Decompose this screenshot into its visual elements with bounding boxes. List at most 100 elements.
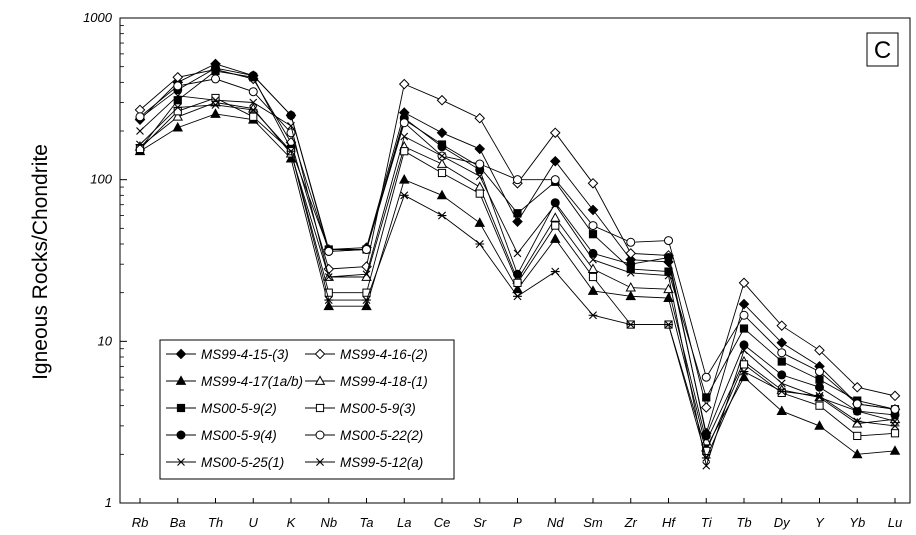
- data-point: [211, 100, 220, 109]
- panel-letter-box: [866, 32, 899, 67]
- data-point: [889, 390, 901, 402]
- x-tick-label: Yb: [849, 515, 865, 530]
- data-point: [777, 388, 786, 397]
- data-point: [249, 98, 258, 107]
- data-point: [587, 204, 599, 216]
- data-point: [549, 127, 561, 139]
- y-axis: 1 10 100 1000: [83, 10, 127, 510]
- data-point: [210, 108, 221, 118]
- legend-item: MS00-5-9(3): [305, 401, 416, 416]
- x-tick-label: Tb: [736, 515, 751, 530]
- x-tick-label: Y: [815, 515, 825, 530]
- x-tick-label: P: [513, 515, 522, 530]
- data-point: [815, 401, 824, 410]
- data-point: [135, 144, 145, 153]
- y-axis-title-group: Igneous Rocks/Chondrite: [29, 144, 52, 380]
- legend: MS99-4-15-(3) MS99-4-16-(2) MS99-4-17(1a/b…: [159, 339, 455, 480]
- data-point: [513, 249, 522, 258]
- data-point: [513, 278, 522, 287]
- x-tick-label: U: [249, 515, 259, 530]
- data-point: [664, 271, 673, 280]
- data-point: [890, 429, 900, 438]
- data-point: [286, 147, 296, 156]
- legend-item: MS00-5-25(1): [166, 455, 284, 470]
- data-point: [815, 393, 824, 402]
- panel-letter: C: [874, 37, 891, 64]
- data-point: [362, 244, 371, 254]
- data-point: [438, 152, 446, 160]
- legend-item: MS99-4-17(1a/b): [166, 374, 303, 389]
- data-point: [852, 448, 863, 459]
- legend-label: MS99-4-18-(1): [340, 374, 428, 389]
- data-point: [324, 296, 334, 305]
- data-point: [776, 405, 787, 416]
- data-point: [890, 404, 900, 414]
- x-tick-label: K: [287, 515, 297, 530]
- legend-item: MS99-4-16-(2): [305, 347, 428, 362]
- legend-label: MS00-5-9(2): [201, 401, 277, 416]
- data-point: [550, 212, 561, 222]
- data-point: [851, 381, 863, 393]
- data-point: [815, 367, 824, 377]
- data-point: [474, 143, 486, 155]
- data-point: [777, 348, 787, 358]
- data-point: [550, 198, 560, 208]
- data-point: [437, 211, 447, 220]
- data-point: [853, 431, 862, 441]
- y-tick-label: 100: [90, 172, 112, 187]
- data-point: [436, 189, 448, 200]
- data-point: [211, 63, 220, 73]
- x-tick-label: Sr: [473, 515, 487, 530]
- data-point: [399, 118, 409, 128]
- data-point: [436, 127, 448, 139]
- legend-marker: [314, 348, 326, 360]
- y-tick-label: 10: [98, 333, 113, 348]
- x-tick-label: Lu: [888, 515, 902, 530]
- x-axis: Rb Ba Th U K Nb Ta La Ce Sr P Nd Sm Zr Hf Ti Tb Dy Y Yb Lu: [132, 498, 902, 530]
- data-point: [211, 74, 220, 84]
- data-point: [437, 168, 447, 178]
- data-point: [398, 78, 410, 90]
- data-point: [776, 337, 788, 349]
- data-point: [588, 230, 598, 239]
- data-point: [588, 311, 598, 320]
- data-point: [135, 140, 145, 149]
- data-point: [664, 236, 673, 246]
- x-tick-label: Zr: [624, 515, 638, 530]
- data-point: [700, 402, 712, 413]
- series-layer: [134, 58, 901, 470]
- legend-marker: [175, 375, 187, 385]
- data-point: [777, 370, 787, 380]
- data-point: [361, 300, 372, 311]
- legend-label: MS00-5-9(4): [201, 428, 277, 443]
- data-point: [475, 172, 484, 181]
- data-point: [589, 255, 597, 264]
- series-9: [136, 91, 899, 470]
- data-point: [852, 417, 862, 426]
- legend-marker: [315, 430, 325, 440]
- legend-marker: [315, 458, 325, 466]
- data-point: [626, 269, 635, 277]
- legend-item: MS00-5-9(4): [166, 428, 277, 443]
- data-point: [625, 281, 636, 292]
- data-point: [587, 177, 599, 189]
- x-tick-label: Sm: [583, 515, 603, 530]
- data-point: [587, 263, 599, 273]
- data-point: [814, 345, 825, 356]
- legend-label: MS00-5-22(2): [340, 428, 423, 443]
- data-point: [815, 375, 824, 384]
- data-point: [173, 91, 182, 100]
- x-tick-label: Th: [208, 515, 223, 530]
- data-point: [399, 191, 409, 200]
- data-point: [172, 121, 183, 132]
- data-point: [436, 158, 448, 168]
- data-point: [324, 273, 333, 281]
- data-point: [664, 320, 673, 329]
- legend-box: [159, 339, 455, 480]
- data-point: [475, 240, 485, 248]
- data-point: [173, 107, 182, 116]
- x-tick-label: Ce: [434, 515, 451, 530]
- data-point: [739, 324, 749, 333]
- data-point: [513, 209, 522, 218]
- data-point: [738, 298, 750, 310]
